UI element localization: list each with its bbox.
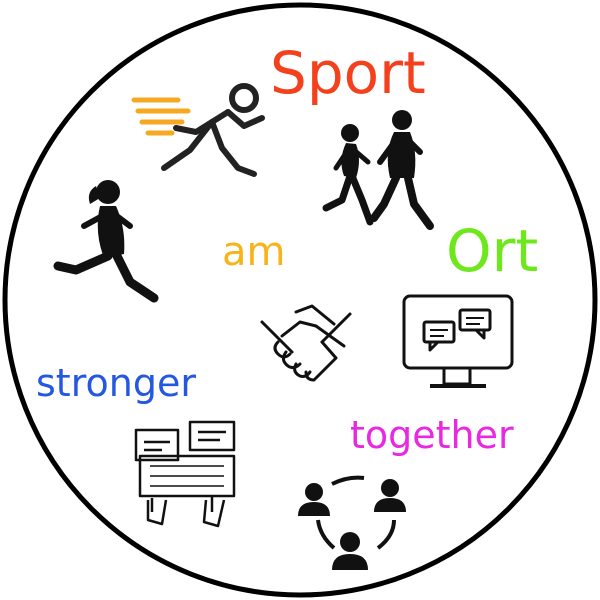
handshake-icon bbox=[260, 304, 352, 382]
sprinter-icon bbox=[131, 83, 265, 177]
word-ort: Ort bbox=[446, 217, 539, 285]
keyboard-chat-icon bbox=[134, 420, 236, 528]
monitor-chat-icon bbox=[402, 294, 514, 388]
running-woman-icon bbox=[53, 180, 159, 303]
community-group-icon bbox=[298, 475, 406, 570]
word-together: together bbox=[350, 413, 514, 457]
word-stronger: stronger bbox=[36, 361, 196, 405]
running-couple-icon bbox=[322, 110, 434, 230]
word-sport: Sport bbox=[270, 39, 426, 107]
word-am: am bbox=[222, 229, 286, 275]
